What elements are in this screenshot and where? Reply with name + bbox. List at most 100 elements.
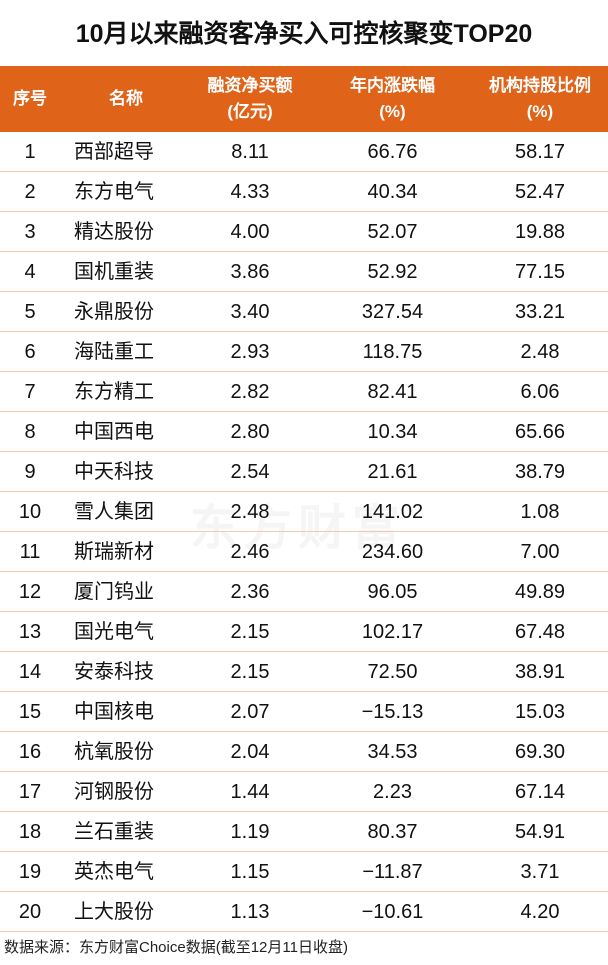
table-header: 序号 名称 融资净买额 (亿元) 年内涨跌幅 (%) 机构持股比例 (%) xyxy=(0,66,608,132)
col-ytd-change-cell: 141.02 xyxy=(361,501,424,523)
col-inst-holding-cell: 67.48 xyxy=(514,621,566,643)
col-inst-holding-cell: 69.30 xyxy=(514,741,566,763)
header-unit: (%) xyxy=(526,102,554,121)
col-ytd-change-cell: 234.60 xyxy=(361,541,424,563)
source-note: 数据来源：东方财富Choice数据(截至12月11日收盘) xyxy=(4,939,348,956)
col-index-cell: 13 xyxy=(18,621,42,643)
col-name-cell: 杭氧股份 xyxy=(74,741,154,763)
table-row: 4 国机重装 3.86 52.92 77.15 xyxy=(0,252,608,292)
col-index-cell: 14 xyxy=(18,661,42,683)
col-net-buy-cell: 1.15 xyxy=(230,861,270,883)
header-col-inst-holding: 机构持股比例 (%) xyxy=(470,66,608,132)
col-net-buy-cell: 8.11 xyxy=(231,141,269,163)
col-index-cell: 2 xyxy=(24,181,36,203)
header-col-net-buy: 融资净买额 (亿元) xyxy=(190,66,310,132)
col-ytd-change-cell: 72.50 xyxy=(367,661,418,683)
col-index-cell: 6 xyxy=(24,341,36,363)
col-index-cell: 11 xyxy=(19,541,41,563)
table-row: 11 斯瑞新材 2.46 234.60 7.00 xyxy=(0,532,608,572)
table-row: 15 中国核电 2.07 −15.13 15.03 xyxy=(0,692,608,732)
col-index-cell: 19 xyxy=(18,861,42,883)
col-inst-holding-cell: 7.00 xyxy=(520,541,560,563)
col-index-cell: 5 xyxy=(24,301,36,323)
table-row: 16 杭氧股份 2.04 34.53 69.30 xyxy=(0,732,608,772)
col-inst-holding-cell: 65.66 xyxy=(514,421,566,443)
col-net-buy-cell: 3.86 xyxy=(230,261,270,283)
col-index-cell: 18 xyxy=(18,821,42,843)
col-inst-holding-cell: 49.89 xyxy=(514,581,566,603)
col-inst-holding-cell: 15.03 xyxy=(514,701,566,723)
col-ytd-change-cell: 118.75 xyxy=(362,341,423,363)
col-net-buy-cell: 2.93 xyxy=(230,341,270,363)
col-name-cell: 斯瑞新材 xyxy=(74,541,154,563)
col-index-cell: 3 xyxy=(24,221,36,243)
col-name-cell: 中国西电 xyxy=(74,421,154,443)
col-index-cell: 1 xyxy=(24,141,36,163)
col-ytd-change-cell: 21.61 xyxy=(367,461,418,483)
col-ytd-change-cell: 34.53 xyxy=(367,741,418,763)
col-inst-holding-cell: 19.88 xyxy=(514,221,566,243)
col-inst-holding-cell: 1.08 xyxy=(520,501,560,523)
col-index-cell: 12 xyxy=(18,581,42,603)
col-ytd-change-cell: 102.17 xyxy=(361,621,424,643)
table-row: 9 中天科技 2.54 21.61 38.79 xyxy=(0,452,608,492)
header-label: 融资净买额 xyxy=(207,76,293,95)
col-ytd-change-cell: 80.37 xyxy=(367,821,418,843)
table-row: 13 国光电气 2.15 102.17 67.48 xyxy=(0,612,608,652)
col-name-cell: 河钢股份 xyxy=(74,781,154,803)
header-col-name: 名称 xyxy=(74,66,178,132)
col-net-buy-cell: 2.15 xyxy=(230,661,270,683)
col-ytd-change-cell: 66.76 xyxy=(367,141,418,163)
col-ytd-change-cell: 96.05 xyxy=(367,581,418,603)
col-net-buy-cell: 1.44 xyxy=(230,781,270,803)
col-name-cell: 海陆重工 xyxy=(74,341,154,363)
col-net-buy-cell: 2.48 xyxy=(230,501,270,523)
col-name-cell: 国机重装 xyxy=(74,261,154,283)
col-inst-holding-cell: 67.14 xyxy=(514,781,566,803)
col-net-buy-cell: 2.80 xyxy=(230,421,270,443)
col-net-buy-cell: 2.82 xyxy=(230,381,270,403)
col-index-cell: 9 xyxy=(24,461,36,483)
col-index-cell: 17 xyxy=(18,781,42,803)
col-net-buy-cell: 2.46 xyxy=(230,541,270,563)
table-row: 6 海陆重工 2.93 118.75 2.48 xyxy=(0,332,608,372)
table-row: 20 上大股份 1.13 −10.61 4.20 xyxy=(0,892,608,932)
col-inst-holding-cell: 58.17 xyxy=(514,141,566,163)
col-ytd-change-cell: −11.87 xyxy=(362,861,423,883)
header-label: 机构持股比例 xyxy=(489,76,591,95)
col-index-cell: 20 xyxy=(18,901,42,923)
col-net-buy-cell: 4.33 xyxy=(230,181,270,203)
col-name-cell: 中国核电 xyxy=(74,701,154,723)
table-row: 10 雪人集团 2.48 141.02 1.08 xyxy=(0,492,608,532)
col-name-cell: 安泰科技 xyxy=(74,661,154,683)
col-ytd-change-cell: −10.61 xyxy=(361,901,424,923)
table-body: 1 西部超导 8.11 66.76 58.17 2 东方电气 4.33 40.34 52.47 3 精… xyxy=(0,132,608,932)
table-row: 14 安泰科技 2.15 72.50 38.91 xyxy=(0,652,608,692)
header-unit: (%) xyxy=(379,102,406,121)
table-title: 10月以来融资客净买入可控核聚变TOP20 xyxy=(75,20,533,48)
col-inst-holding-cell: 38.79 xyxy=(514,461,566,483)
table-row: 8 中国西电 2.80 10.34 65.66 xyxy=(0,412,608,452)
col-inst-holding-cell: 6.06 xyxy=(520,381,560,403)
col-index-cell: 10 xyxy=(18,501,42,523)
header-label: 年内涨跌幅 xyxy=(350,76,435,95)
col-net-buy-cell: 2.07 xyxy=(230,701,270,723)
table-row: 19 英杰电气 1.15 −11.87 3.71 xyxy=(0,852,608,892)
col-inst-holding-cell: 38.91 xyxy=(514,661,566,683)
header-label: 名称 xyxy=(109,89,143,108)
col-ytd-change-cell: 82.41 xyxy=(367,381,418,403)
col-name-cell: 英杰电气 xyxy=(74,861,154,883)
col-inst-holding-cell: 77.15 xyxy=(514,261,566,283)
col-ytd-change-cell: 2.23 xyxy=(373,781,412,803)
table-row: 5 永鼎股份 3.40 327.54 33.21 xyxy=(0,292,608,332)
col-net-buy-cell: 2.36 xyxy=(230,581,270,603)
col-inst-holding-cell: 33.21 xyxy=(514,301,566,323)
col-ytd-change-cell: 327.54 xyxy=(361,301,424,323)
table-row: 12 厦门钨业 2.36 96.05 49.89 xyxy=(0,572,608,612)
watermark-logo: 东方财富 xyxy=(190,502,407,555)
col-net-buy-cell: 4.00 xyxy=(230,221,270,243)
col-net-buy-cell: 2.15 xyxy=(230,621,270,643)
col-inst-holding-cell: 54.91 xyxy=(514,821,566,843)
col-name-cell: 上大股份 xyxy=(74,901,154,923)
